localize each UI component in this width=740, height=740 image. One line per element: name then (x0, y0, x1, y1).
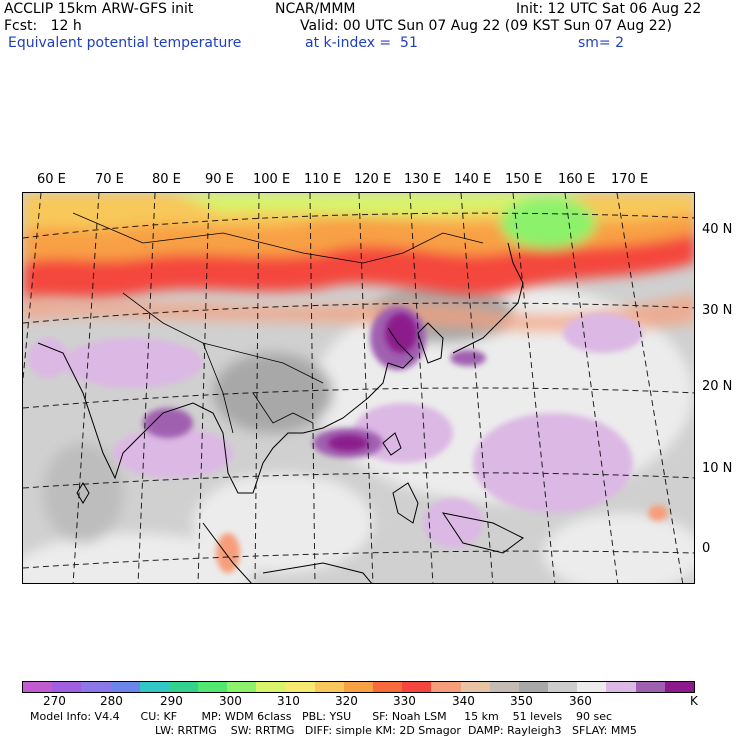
colorbar-swatch (577, 682, 607, 692)
lat-label: 20 N (702, 379, 733, 394)
institution-label: NCAR/MMM (275, 1, 356, 17)
lon-label: 150 E (505, 172, 543, 187)
colorbar-swatch (373, 682, 403, 692)
colorbar-swatch (168, 682, 199, 692)
colorbar-swatch (518, 682, 549, 692)
lat-label: 0 (702, 541, 711, 556)
colorbar-unit: K (690, 694, 698, 708)
colorbar-swatch (548, 682, 578, 692)
colorbar-swatch (314, 682, 344, 692)
colorbar-swatch (635, 682, 665, 692)
model-info-line1: Model Info: V4.4 CU: KF MP: WDM 6class P… (30, 710, 613, 723)
colorbar-swatch (664, 682, 694, 692)
forecast-hour: Fcst: 12 h (4, 18, 82, 34)
colorbar-swatch (52, 682, 82, 692)
colorbar-swatch (23, 682, 53, 692)
colorbar-swatch (285, 682, 315, 692)
colorbar-tick: 290 (160, 694, 183, 708)
lon-label: 110 E (304, 172, 342, 187)
colorbar-swatch (431, 682, 461, 692)
theta-e-field (23, 193, 694, 583)
colorbar-tick: 300 (219, 694, 242, 708)
lon-label: 100 E (253, 172, 291, 187)
level-label: at k-index = 51 (305, 35, 418, 51)
colorbar-swatch (606, 682, 636, 692)
lat-label: 40 N (702, 222, 733, 237)
lat-label: 10 N (702, 461, 733, 476)
lon-label: 80 E (152, 172, 181, 187)
colorbar-swatch (110, 682, 140, 692)
colorbar-swatch (256, 682, 286, 692)
colorbar-tick: 340 (452, 694, 475, 708)
colorbar-tick: 270 (43, 694, 66, 708)
field-name: Equivalent potential temperature (8, 35, 242, 51)
colorbar-swatch (139, 682, 169, 692)
smoothing-label: sm= 2 (578, 35, 625, 51)
colorbar-swatch (343, 682, 374, 692)
init-time: Init: 12 UTC Sat 06 Aug 22 (516, 1, 702, 17)
model-info-line2: LW: RRTMG SW: RRTMG DIFF: simple KM: 2D … (155, 724, 637, 737)
map-panel (22, 192, 695, 584)
colorbar-swatch (227, 682, 257, 692)
lon-label: 120 E (354, 172, 392, 187)
lon-label: 60 E (37, 172, 66, 187)
valid-time: Valid: 00 UTC Sun 07 Aug 22 (09 KST Sun … (300, 18, 672, 34)
lon-label: 140 E (454, 172, 492, 187)
colorbar-tick: 320 (335, 694, 358, 708)
lon-label: 70 E (95, 172, 124, 187)
colorbar-tick: 310 (277, 694, 300, 708)
lon-label: 160 E (558, 172, 596, 187)
colorbar-tick: 330 (393, 694, 416, 708)
colorbar-tick: 350 (510, 694, 533, 708)
model-title: ACCLIP 15km ARW-GFS init (4, 1, 194, 17)
colorbar-swatch (460, 682, 490, 692)
colorbar (22, 681, 695, 693)
lon-label: 170 E (611, 172, 649, 187)
colorbar-swatch (489, 682, 519, 692)
colorbar-tick: 360 (569, 694, 592, 708)
colorbar-swatch (198, 682, 228, 692)
colorbar-swatch (402, 682, 432, 692)
colorbar-swatch (81, 682, 111, 692)
colorbar-tick: 280 (100, 694, 123, 708)
lon-label: 130 E (404, 172, 442, 187)
lon-label: 90 E (205, 172, 234, 187)
lat-label: 30 N (702, 303, 733, 318)
